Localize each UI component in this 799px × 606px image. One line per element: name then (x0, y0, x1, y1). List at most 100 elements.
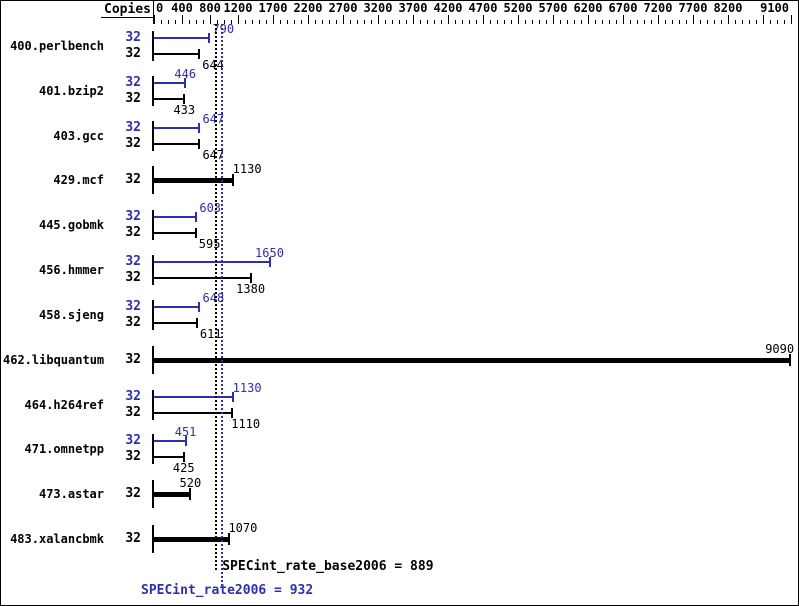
bar-end-tick (195, 212, 198, 222)
footer-base-result-label: SPECint_rate_base2006 = 889 (222, 559, 434, 574)
axis-minor-tick (783, 20, 785, 24)
bar-value-label: 1380 (236, 282, 266, 296)
bar-end-tick (183, 94, 186, 104)
rate-bar (154, 396, 234, 398)
axis-minor-tick (573, 20, 575, 24)
rate-bar (154, 37, 210, 39)
axis-minor-tick (545, 20, 547, 24)
bar-end-tick (182, 452, 185, 462)
axis-minor-tick (461, 20, 463, 24)
axis-tick-label: 6700 (608, 1, 638, 15)
footer-peak-result-label: SPECint_rate2006 = 932 (141, 583, 314, 598)
row-axis-bracket (152, 166, 154, 194)
axis-minor-tick (615, 20, 617, 24)
axis-minor-tick (454, 20, 456, 24)
axis-major-tick (181, 15, 183, 24)
peak-median-dotted-line (221, 24, 223, 587)
benchmark-label: 429.mcf (53, 173, 104, 187)
bar-value-label: 520 (179, 476, 202, 490)
axis-minor-tick (664, 20, 666, 24)
axis-minor-tick (391, 20, 393, 24)
bar-end-tick (189, 488, 192, 500)
axis-minor-tick (734, 20, 736, 24)
bar-value-label: 611 (199, 327, 222, 341)
axis-minor-tick (251, 20, 253, 24)
axis-minor-tick (370, 20, 372, 24)
rate-bar (154, 537, 229, 542)
axis-tick-label: 2200 (293, 1, 323, 15)
axis-minor-tick (230, 20, 232, 24)
benchmark-label: 403.gcc (53, 129, 104, 143)
copies-value-base: 32 (125, 315, 141, 330)
axis-tick-label: 800 (199, 1, 221, 15)
bar-end-tick (232, 392, 235, 402)
axis-minor-tick (489, 20, 491, 24)
axis-minor-tick (314, 20, 316, 24)
axis-minor-tick (524, 20, 526, 24)
axis-minor-tick (580, 20, 582, 24)
bar-end-tick (198, 302, 201, 312)
axis-major-tick (237, 15, 239, 24)
rate-bar (154, 358, 791, 363)
copies-value-base: 32 (125, 136, 141, 151)
rate-bar (154, 306, 200, 308)
axis-minor-tick (720, 20, 722, 24)
axis-tick-label: 1700 (258, 1, 288, 15)
axis-minor-tick (678, 20, 680, 24)
bar-end-tick (194, 228, 197, 238)
axis-major-tick (727, 15, 729, 24)
bar-value-label: 648 (202, 291, 225, 305)
bar-value-label: 644 (202, 58, 224, 72)
bar-end-tick (230, 408, 233, 418)
axis-minor-tick (405, 20, 407, 24)
copies-value-base: 32 (125, 46, 141, 61)
copies-value: 32 (125, 352, 141, 367)
axis-minor-tick (293, 20, 295, 24)
copies-value-base: 32 (125, 449, 141, 464)
rate-bar (154, 216, 197, 218)
axis-minor-tick (160, 20, 162, 24)
axis-tick-label: 400 (171, 1, 193, 15)
axis-tick-label: 7700 (678, 1, 708, 15)
axis-minor-tick (279, 20, 281, 24)
bar-value-label: 9090 (765, 342, 795, 356)
benchmark-label: 464.h264ref (24, 398, 104, 412)
axis-major-tick (377, 15, 379, 24)
axis-minor-tick (503, 20, 505, 24)
copies-value-peak: 32 (125, 120, 141, 135)
axis-major-tick (482, 15, 484, 24)
axis-major-tick (552, 15, 554, 24)
axis-minor-tick (510, 20, 512, 24)
axis-minor-tick (566, 20, 568, 24)
axis-major-tick (622, 15, 624, 24)
axis-major-tick (209, 15, 211, 24)
axis-minor-tick (433, 20, 435, 24)
copies-value-peak: 32 (125, 389, 141, 404)
axis-minor-tick (601, 20, 603, 24)
axis-tick-label: 4700 (468, 1, 498, 15)
axis-minor-tick (699, 20, 701, 24)
copies-value-base: 32 (125, 270, 141, 285)
benchmark-label: 401.bzip2 (38, 84, 104, 98)
axis-tick-label: 7200 (643, 1, 673, 15)
axis-major-tick (307, 15, 309, 24)
copies-value-peak: 32 (125, 209, 141, 224)
axis-minor-tick (748, 20, 750, 24)
bar-value-label: 451 (174, 425, 197, 439)
base-median-dotted-line (215, 24, 217, 571)
copies-value-base: 32 (125, 91, 141, 106)
copies-value: 32 (125, 172, 141, 187)
row-axis-bracket (152, 255, 154, 285)
axis-major-tick (790, 15, 792, 24)
rate-bar (154, 53, 200, 55)
axis-minor-tick (349, 20, 351, 24)
rate-bar (154, 492, 191, 497)
axis-minor-tick (300, 20, 302, 24)
benchmark-label: 473.astar (38, 487, 104, 501)
axis-minor-tick (643, 20, 645, 24)
axis-minor-tick (741, 20, 743, 24)
copies-column-header: Copies (104, 2, 151, 17)
bar-end-tick (198, 139, 201, 149)
bar-end-tick (208, 33, 211, 43)
axis-major-tick (692, 15, 694, 24)
